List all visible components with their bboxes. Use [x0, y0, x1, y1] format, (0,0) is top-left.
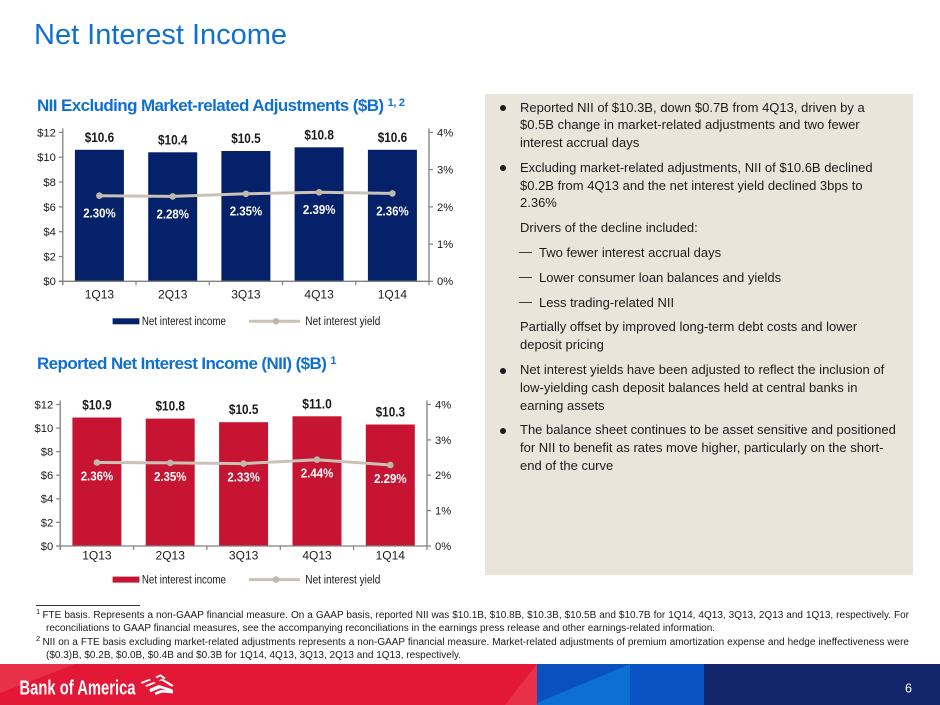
svg-text:$0: $0 — [41, 541, 53, 553]
svg-text:$2: $2 — [41, 517, 53, 529]
svg-text:$4: $4 — [41, 494, 53, 506]
svg-text:$10.6: $10.6 — [85, 129, 115, 145]
svg-text:$10.5: $10.5 — [231, 130, 261, 146]
svg-text:$11.0: $11.0 — [302, 395, 332, 411]
svg-text:2.30%: 2.30% — [83, 206, 116, 221]
svg-text:1%: 1% — [437, 239, 453, 251]
svg-text:2.36%: 2.36% — [376, 203, 409, 218]
svg-text:1Q13: 1Q13 — [82, 549, 112, 563]
svg-text:$10.3: $10.3 — [376, 404, 406, 420]
svg-text:2Q13: 2Q13 — [158, 287, 188, 301]
svg-text:$10.8: $10.8 — [156, 398, 186, 414]
svg-text:2.29%: 2.29% — [374, 471, 407, 486]
svg-text:3Q13: 3Q13 — [231, 287, 261, 301]
svg-text:Net interest yield: Net interest yield — [305, 316, 380, 328]
svg-text:1Q14: 1Q14 — [378, 287, 408, 301]
svg-text:$10.6: $10.6 — [378, 129, 408, 145]
svg-text:2.36%: 2.36% — [81, 469, 114, 484]
svg-text:$6: $6 — [41, 470, 53, 482]
svg-text:$12: $12 — [35, 399, 54, 411]
svg-text:Bank of America: Bank of America — [20, 678, 137, 700]
svg-text:$0: $0 — [43, 276, 55, 288]
svg-text:2.33%: 2.33% — [227, 470, 260, 485]
svg-text:$10: $10 — [35, 423, 54, 435]
svg-text:$4: $4 — [43, 227, 55, 239]
svg-text:1Q14: 1Q14 — [376, 549, 406, 563]
svg-text:2Q13: 2Q13 — [156, 549, 186, 563]
svg-text:4%: 4% — [435, 399, 451, 411]
svg-text:2.35%: 2.35% — [230, 204, 263, 219]
svg-text:$8: $8 — [43, 177, 55, 189]
svg-text:3Q13: 3Q13 — [229, 549, 259, 563]
svg-text:$10.8: $10.8 — [304, 126, 334, 142]
svg-text:0%: 0% — [435, 541, 451, 553]
svg-text:4Q13: 4Q13 — [304, 287, 334, 301]
svg-text:1%: 1% — [435, 506, 451, 518]
svg-text:Net interest income: Net interest income — [142, 316, 226, 328]
svg-text:4%: 4% — [437, 127, 453, 139]
svg-text:2.44%: 2.44% — [301, 466, 334, 481]
svg-text:2.28%: 2.28% — [157, 206, 190, 221]
svg-text:1Q13: 1Q13 — [85, 287, 115, 301]
svg-text:2.35%: 2.35% — [154, 469, 187, 484]
svg-text:Net interest income: Net interest income — [142, 575, 226, 587]
svg-text:$12: $12 — [37, 127, 56, 139]
svg-text:6: 6 — [905, 682, 912, 696]
svg-text:2%: 2% — [437, 202, 453, 214]
svg-text:$8: $8 — [41, 447, 53, 459]
svg-text:$10.9: $10.9 — [82, 397, 112, 413]
svg-text:2%: 2% — [435, 470, 451, 482]
svg-text:$2: $2 — [43, 251, 55, 263]
svg-text:Net interest yield: Net interest yield — [305, 575, 380, 587]
svg-text:4Q13: 4Q13 — [302, 549, 332, 563]
svg-text:3%: 3% — [435, 435, 451, 447]
svg-text:$6: $6 — [43, 202, 55, 214]
svg-text:$10.5: $10.5 — [229, 401, 259, 417]
svg-text:$10: $10 — [37, 152, 56, 164]
svg-text:3%: 3% — [437, 165, 453, 177]
svg-text:2.39%: 2.39% — [303, 202, 336, 217]
svg-text:0%: 0% — [437, 276, 453, 288]
svg-text:$10.4: $10.4 — [158, 131, 188, 147]
